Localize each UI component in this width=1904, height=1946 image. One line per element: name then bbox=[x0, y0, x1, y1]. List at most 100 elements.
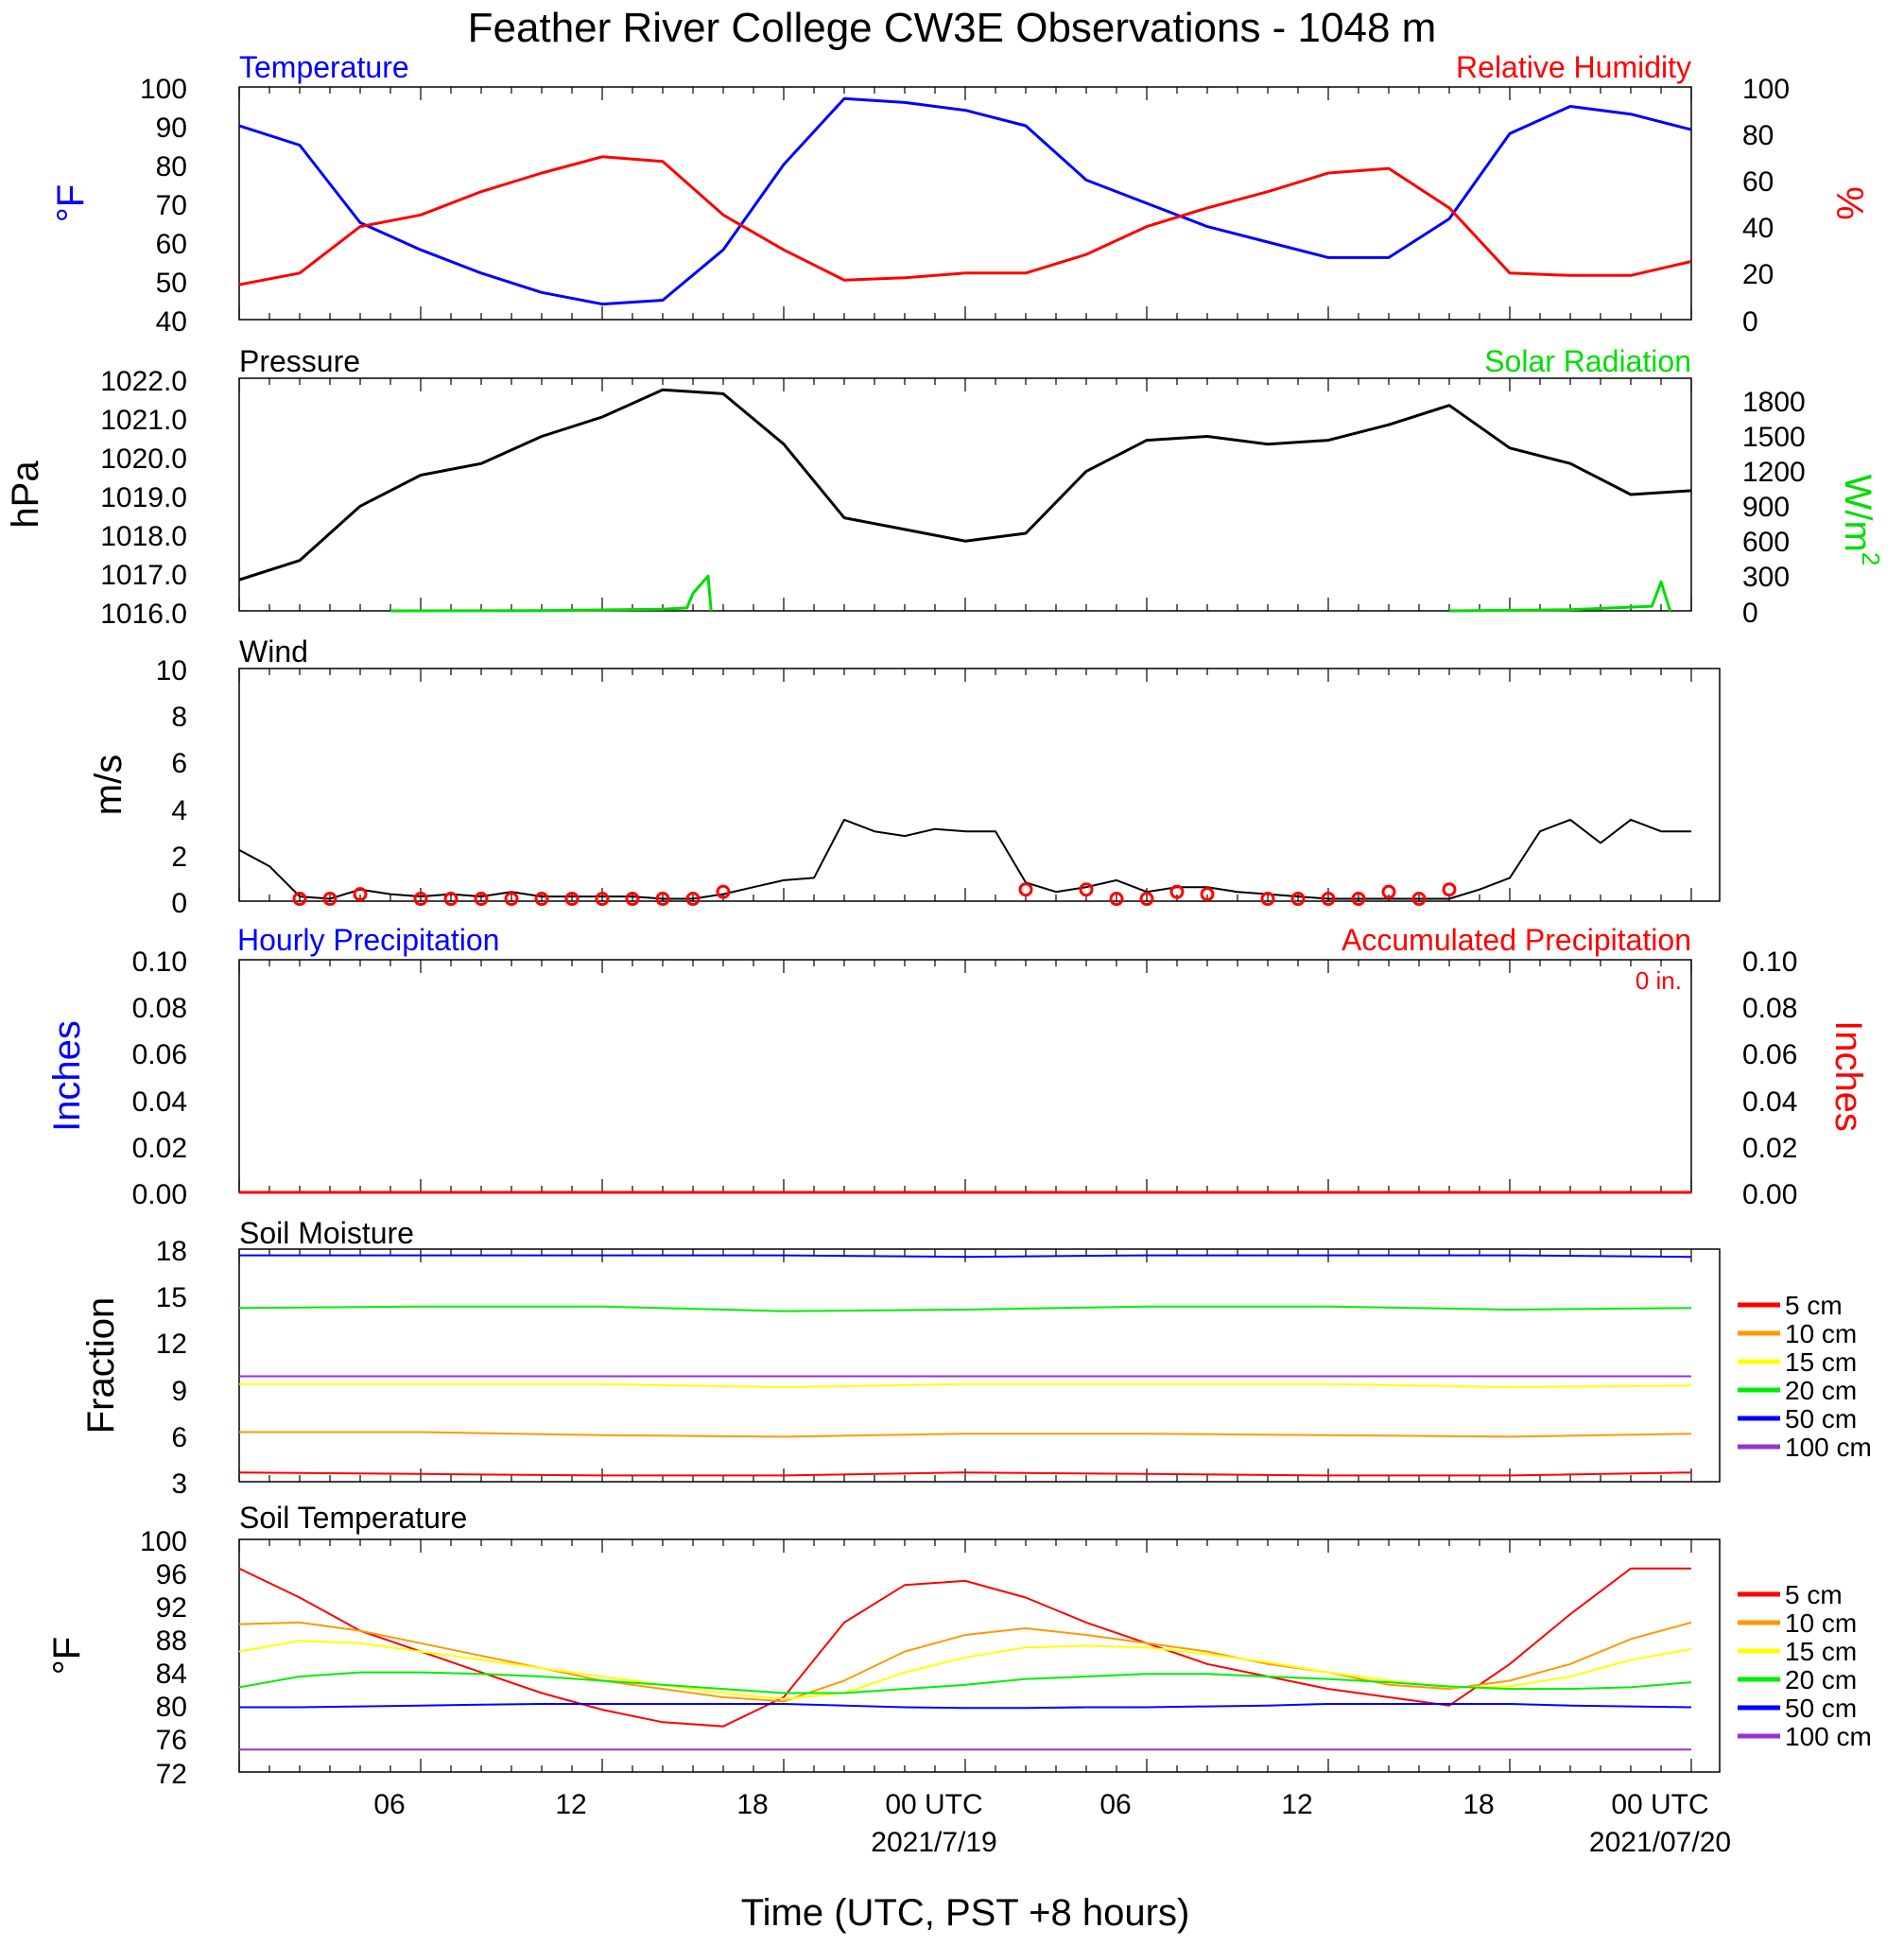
soil-series-20cm bbox=[238, 1671, 1692, 1694]
wind-calm-marker bbox=[1381, 884, 1396, 899]
wind-calm-marker bbox=[655, 892, 670, 907]
panel-temperature-humidity: Temperature Relative Humidity °F % 100 9… bbox=[50, 50, 1870, 338]
wind-calm-marker bbox=[1200, 887, 1215, 902]
rh-tick-40: 40 bbox=[1742, 213, 1774, 244]
solar-tick-1200: 1200 bbox=[1742, 457, 1806, 488]
accum-precip-title: Accumulated Precipitation bbox=[1341, 923, 1691, 957]
sm-tick-12: 12 bbox=[156, 1329, 187, 1360]
rh-tick-0: 0 bbox=[1742, 306, 1758, 338]
sm-legend-100: 100 cm bbox=[1785, 1433, 1872, 1462]
pres-tick-1020: 1020.0 bbox=[100, 443, 187, 475]
x-tick-00utc-b: 00 UTC bbox=[1611, 1789, 1708, 1820]
ap-tick-010: 0.10 bbox=[1742, 947, 1797, 978]
soil-temp-ylabel: °F bbox=[46, 1637, 88, 1675]
soil-series-10cm bbox=[238, 1621, 1692, 1703]
hp-tick-010: 0.10 bbox=[132, 947, 187, 978]
ap-tick-000: 0.00 bbox=[1742, 1179, 1797, 1210]
wind-yticks: 10 8 6 4 2 0 bbox=[156, 655, 187, 919]
wind-speed-line bbox=[238, 818, 1691, 900]
solar-line-day2 bbox=[1448, 580, 1672, 613]
rh-tick-100: 100 bbox=[1742, 74, 1790, 105]
sm-legend-15: 15 cm bbox=[1785, 1347, 1857, 1377]
wind-calm-marker bbox=[1079, 882, 1094, 897]
pressure-line bbox=[238, 388, 1692, 582]
soil-series-50cm bbox=[239, 1254, 1692, 1259]
soil-series-50cm bbox=[239, 1703, 1692, 1710]
temperature-ylabel: °F bbox=[50, 184, 92, 222]
solar-tick-900: 900 bbox=[1742, 492, 1790, 523]
temp-tick-60: 60 bbox=[156, 229, 187, 260]
pressure-frame bbox=[238, 377, 1692, 612]
temp-tick-90: 90 bbox=[156, 113, 187, 144]
hourly-precip-title: Hourly Precipitation bbox=[237, 923, 499, 957]
soil-temperature-series bbox=[238, 1539, 1692, 1772]
sm-legend-20: 20 cm bbox=[1785, 1376, 1857, 1405]
sm-legend-10: 10 cm bbox=[1785, 1319, 1857, 1348]
solar-ylabel-group: W/m2 bbox=[1837, 475, 1885, 566]
temp-tick-40: 40 bbox=[156, 306, 187, 338]
x-axis: 06 12 18 00 UTC 06 12 18 00 UTC 2021/7/1… bbox=[373, 1789, 1731, 1934]
wind-calm-marker bbox=[625, 892, 640, 907]
temp-tick-80: 80 bbox=[156, 151, 187, 182]
wind-calm-marker bbox=[1321, 892, 1336, 907]
soil-moisture-title: Soil Moisture bbox=[239, 1216, 414, 1250]
x-date-1: 2021/7/19 bbox=[871, 1827, 996, 1858]
hp-tick-002: 0.02 bbox=[132, 1133, 187, 1164]
sm-tick-9: 9 bbox=[171, 1376, 187, 1407]
st-tick-96: 96 bbox=[156, 1559, 187, 1590]
x-tick-18-a: 18 bbox=[736, 1789, 768, 1820]
wind-calm-marker bbox=[1442, 882, 1457, 897]
rh-tick-60: 60 bbox=[1742, 166, 1774, 198]
x-axis-title: Time (UTC, PST +8 hours) bbox=[741, 1892, 1190, 1934]
wind-calm-marker bbox=[1169, 884, 1185, 899]
humidity-ylabel: % bbox=[1828, 186, 1870, 220]
wind-tick-2: 2 bbox=[171, 842, 187, 873]
solar-tick-1500: 1500 bbox=[1742, 422, 1806, 453]
panel-pressure-solar: Pressure Solar Radiation hPa W/m2 1022.0… bbox=[5, 344, 1885, 630]
temp-tick-100: 100 bbox=[140, 74, 187, 105]
soil-moisture-legend: 5 cm 10 cm 15 cm 20 cm 50 cm 100 cm bbox=[1738, 1291, 1872, 1462]
pres-tick-1018: 1018.0 bbox=[100, 521, 187, 552]
soil-temp-title: Soil Temperature bbox=[239, 1501, 467, 1535]
pres-tick-1016: 1016.0 bbox=[100, 599, 187, 630]
solar-title: Solar Radiation bbox=[1484, 344, 1691, 378]
wind-calm-marker bbox=[292, 892, 307, 907]
temperature-title: Temperature bbox=[239, 50, 409, 84]
wind-calm-marker bbox=[1411, 892, 1427, 907]
ap-tick-008: 0.08 bbox=[1742, 993, 1797, 1024]
pres-tick-1019: 1019.0 bbox=[100, 482, 187, 513]
soil-moisture-yticks: 18 15 12 9 6 3 bbox=[156, 1236, 187, 1500]
solar-tick-600: 600 bbox=[1742, 527, 1790, 558]
wind-calm-marker bbox=[1351, 892, 1366, 907]
temperature-frame bbox=[238, 86, 1692, 321]
panel-soil-moisture: Soil Moisture Fraction 18 15 12 9 6 3 5 … bbox=[80, 1216, 1872, 1500]
wind-tick-0: 0 bbox=[171, 888, 187, 919]
sm-tick-3: 3 bbox=[171, 1468, 187, 1500]
rh-tick-80: 80 bbox=[1742, 120, 1774, 151]
accum-precip-yticks: 0.10 0.08 0.06 0.04 0.02 0.00 bbox=[1742, 947, 1797, 1210]
sm-tick-15: 15 bbox=[156, 1282, 187, 1313]
figure-title: Feather River College CW3E Observations … bbox=[468, 5, 1437, 51]
wind-calm-marker bbox=[353, 887, 368, 902]
hp-tick-008: 0.08 bbox=[132, 993, 187, 1024]
panel-wind: Wind m/s 10 8 6 4 2 0 bbox=[88, 634, 1721, 919]
wind-frame bbox=[238, 668, 1721, 902]
ap-tick-004: 0.04 bbox=[1742, 1086, 1797, 1118]
wind-calm-marker bbox=[716, 884, 731, 899]
humidity-yticks: 100 80 60 40 20 0 bbox=[1742, 74, 1790, 338]
solar-ylabel: W/m bbox=[1837, 475, 1878, 552]
rh-tick-20: 20 bbox=[1742, 259, 1774, 290]
st-legend-15: 15 cm bbox=[1785, 1637, 1857, 1666]
x-date-2: 2021/07/20 bbox=[1589, 1827, 1731, 1858]
humidity-title: Relative Humidity bbox=[1456, 50, 1691, 84]
st-tick-76: 76 bbox=[156, 1725, 187, 1756]
humidity-line bbox=[238, 155, 1692, 287]
wind-calm-marker bbox=[474, 892, 489, 907]
x-tick-06-b: 06 bbox=[1099, 1789, 1131, 1820]
temperature-line bbox=[238, 96, 1692, 306]
soil-series-20cm bbox=[238, 1305, 1692, 1312]
wind-calm-marker bbox=[322, 892, 338, 907]
wind-calm-marker bbox=[1109, 892, 1124, 907]
sm-tick-18: 18 bbox=[156, 1236, 187, 1267]
